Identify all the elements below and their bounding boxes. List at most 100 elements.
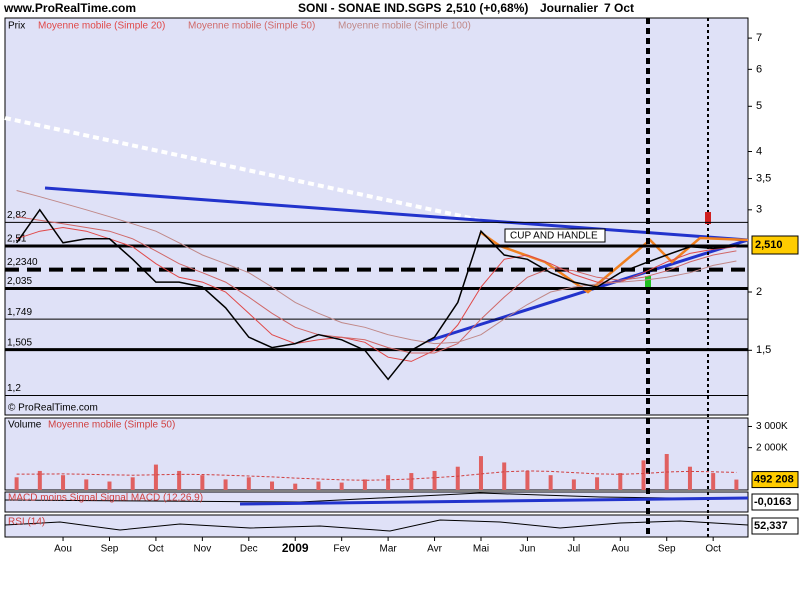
volume-bar	[641, 460, 646, 490]
y-tick-label: 5	[756, 100, 762, 112]
volume-bar	[711, 473, 716, 490]
x-tick-label: Sep	[658, 544, 676, 555]
indicator-box	[751, 493, 799, 511]
volume-bar	[548, 475, 553, 490]
volume-bar	[571, 479, 576, 490]
level-label: 2,82	[7, 210, 27, 221]
last-volume-box	[751, 471, 799, 489]
volume-bar	[177, 470, 182, 490]
volume-bar	[618, 473, 623, 490]
y-tick-label: 2	[756, 286, 762, 298]
price-line	[15, 208, 737, 381]
legend-entry: Moyenne mobile (Simple 20)	[38, 21, 165, 32]
x-tick-label: Oct	[705, 544, 721, 555]
date: 7 Oct	[604, 1, 634, 15]
y-tick-label: 3	[756, 204, 762, 216]
x-tick-label: Oct	[148, 544, 164, 555]
y-tick-label: 3 000K	[756, 421, 788, 432]
volume-bar	[37, 470, 42, 490]
volume-panel	[4, 417, 749, 491]
indicator-value: -0,0163	[754, 496, 791, 508]
x-tick-label: Fev	[333, 544, 350, 555]
period: Journalier	[540, 1, 598, 15]
volume-bar	[293, 483, 298, 490]
site-name: www.ProRealTime.com	[3, 1, 136, 15]
y-tick-label: 3,5	[756, 172, 771, 184]
x-tick-label: Nov	[193, 544, 211, 555]
volume-bar	[246, 477, 251, 490]
x-tick-label: Avr	[427, 544, 442, 555]
rsi-panel	[4, 514, 749, 538]
x-tick-label: Aou	[611, 544, 629, 555]
x-tick-label: Dec	[240, 544, 258, 555]
volume-bar	[107, 481, 112, 490]
volume-bar	[200, 475, 205, 490]
macd-line	[4, 492, 749, 503]
annotation-box	[504, 228, 606, 243]
volume-bar	[223, 479, 228, 490]
last-price: 2,510	[755, 239, 783, 251]
macd-signal	[239, 496, 749, 506]
volume-bar	[153, 464, 158, 490]
volume-bar	[316, 481, 321, 490]
volume-bar	[478, 456, 483, 490]
level-label: 1,749	[7, 307, 32, 318]
x-tick-label: 2009	[282, 541, 309, 555]
volume-bar	[14, 477, 19, 490]
volume-bar	[595, 477, 600, 490]
volume-bar	[339, 482, 344, 490]
volume-average	[16, 470, 737, 481]
indicator-label: RSI (14)	[8, 517, 45, 528]
moving-average	[16, 216, 737, 354]
y-tick-label: 2 000K	[756, 442, 788, 453]
trend-line	[44, 186, 749, 242]
legend-entry: Moyenne mobile (Simple 50)	[48, 420, 175, 431]
volume-bar	[84, 479, 89, 490]
volume-bar	[734, 479, 739, 490]
y-tick-label: 1,5	[756, 344, 771, 356]
symbol: SONI - SONAE IND.SGPS	[298, 1, 441, 15]
volume-bar	[455, 466, 460, 490]
quote: 2,510 (+0,68%)	[446, 1, 528, 15]
x-tick-label: Jul	[567, 544, 580, 555]
x-tick-label: Jun	[519, 544, 535, 555]
copyright: © ProRealTime.com	[8, 403, 98, 414]
x-tick-label: Aou	[54, 544, 72, 555]
level-label: 1,2	[7, 383, 21, 394]
price-box	[751, 235, 799, 255]
volume-bar	[502, 462, 507, 490]
level-label: 2,035	[7, 276, 32, 287]
cup-and-handle	[479, 230, 749, 294]
volume-bar	[61, 475, 66, 490]
indicator-value: 52,337	[754, 520, 788, 532]
volume-bar	[432, 470, 437, 490]
signal	[705, 212, 711, 224]
panel-label: Volume	[8, 420, 42, 431]
legend-entry: Moyenne mobile (Simple 100)	[338, 21, 471, 32]
x-tick-label: Mai	[473, 544, 489, 555]
level-label: 1,505	[7, 337, 32, 348]
volume-bar	[409, 473, 414, 490]
indicator-label: MACD moins Signal Signal MACD (12,26,9)	[8, 493, 203, 504]
volume-bar	[270, 481, 275, 490]
price-panel	[4, 17, 749, 416]
x-tick-label: Mar	[379, 544, 397, 555]
rsi-line	[4, 519, 749, 532]
moving-average	[16, 190, 737, 345]
level-label: 2,2340	[7, 257, 38, 268]
y-tick-label: 6	[756, 63, 762, 75]
indicator-box	[751, 517, 799, 535]
annotation: CUP AND HANDLE	[510, 231, 598, 242]
panel-label: Prix	[8, 21, 25, 32]
last-volume: 492 208	[754, 473, 794, 485]
trend-line	[4, 116, 481, 222]
signal	[645, 276, 651, 288]
volume-bar	[362, 479, 367, 490]
legend-entry: Moyenne mobile (Simple 50)	[188, 21, 315, 32]
y-tick-label: 4	[756, 145, 762, 157]
y-tick-label: 7	[756, 32, 762, 44]
volume-bar	[525, 470, 530, 490]
x-tick-label: Sep	[101, 544, 119, 555]
